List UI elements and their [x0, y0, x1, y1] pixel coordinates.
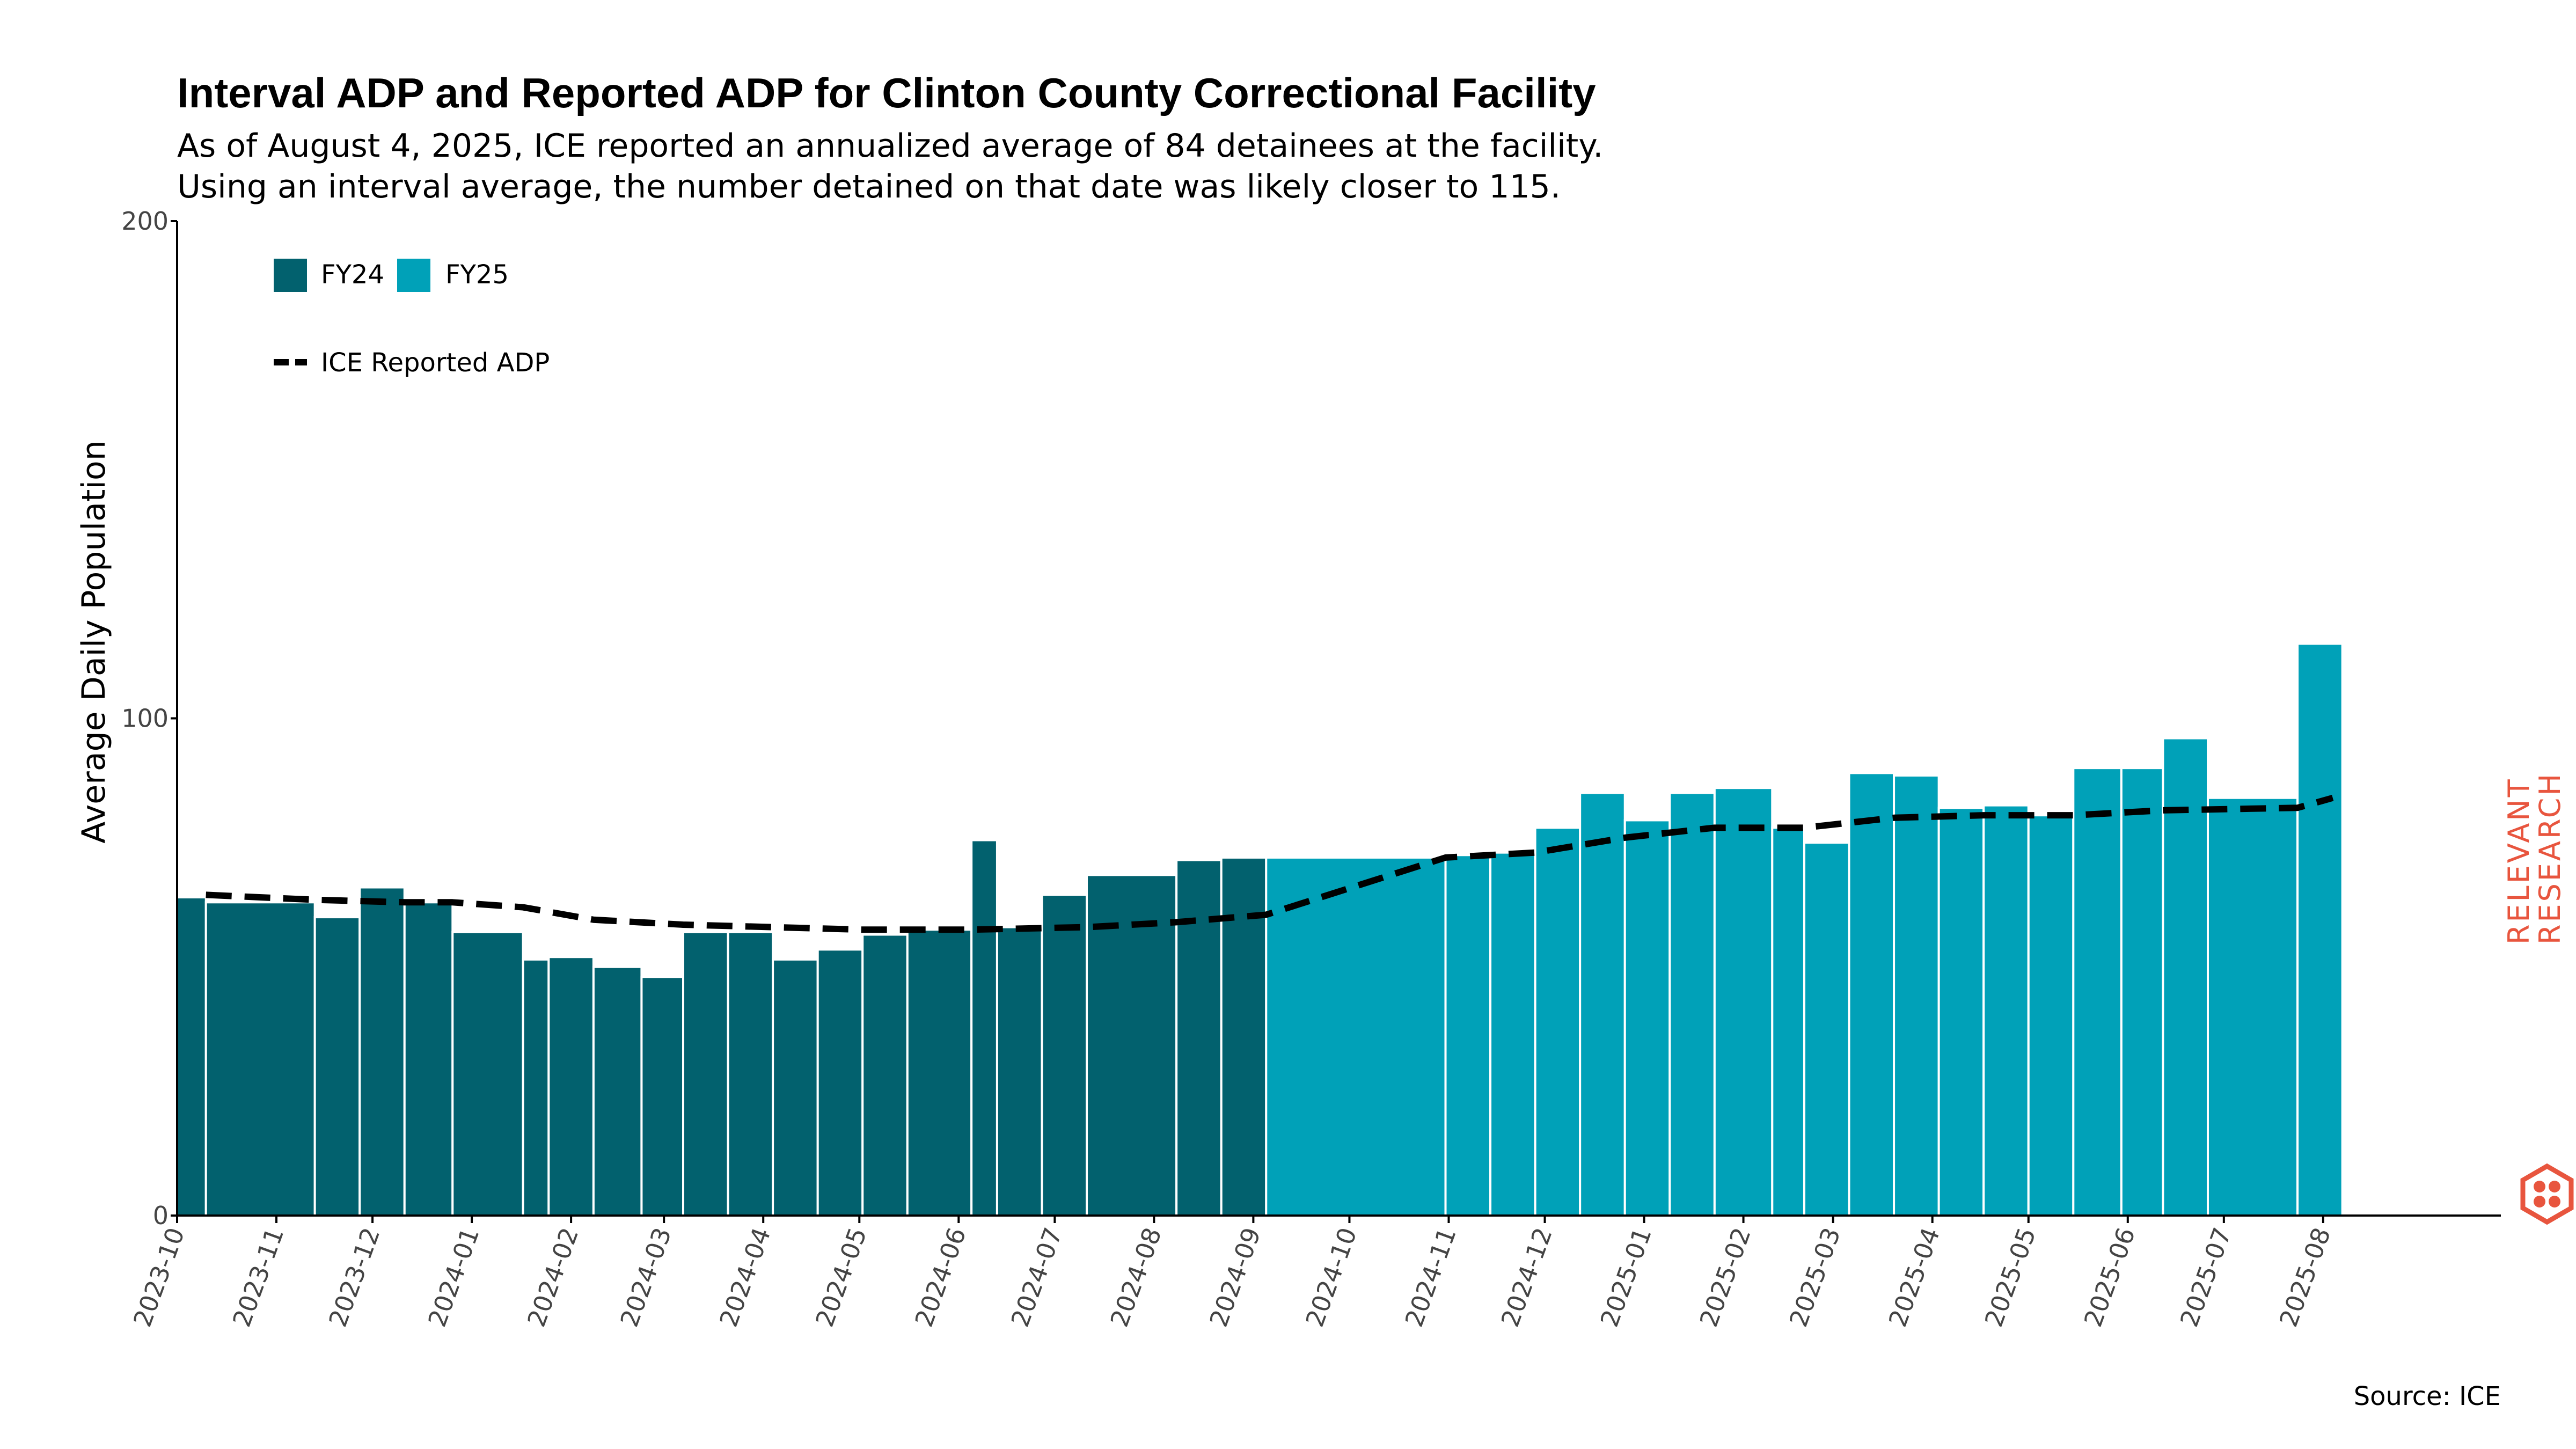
bar-fy24-17	[996, 926, 1043, 1217]
bar-fy24-4	[403, 901, 454, 1217]
bar-fy24-18	[1041, 894, 1088, 1217]
bar-fy25-31	[1803, 841, 1850, 1217]
bar-fy24-0	[176, 896, 207, 1217]
bar-fy24-13	[816, 948, 864, 1217]
bar-fy24-6	[522, 958, 550, 1217]
bar-fy24-1	[204, 901, 316, 1217]
hexagon-dots-icon	[2520, 1163, 2574, 1225]
bar-fy24-11	[727, 931, 774, 1217]
brand-line-1: RELEVANT	[2502, 777, 2536, 945]
bar-fy24-19	[1086, 874, 1178, 1217]
bar-fy24-21	[1220, 856, 1268, 1217]
chart-subtitle-line-1: As of August 4, 2025, ICE reported an an…	[177, 127, 1603, 165]
bar-fy25-39	[2162, 737, 2209, 1217]
bar-fy24-9	[640, 976, 685, 1217]
y-tick-label-200: 200	[121, 207, 169, 236]
bar-fy24-5	[451, 931, 524, 1217]
legend: FY24 FY25 ICE Reported ADP	[274, 259, 550, 378]
bar-fy25-32	[1848, 772, 1896, 1217]
y-axis-label: Average Daily Population	[75, 440, 113, 844]
bar-fy24-14	[861, 933, 909, 1217]
bar-fy24-16	[970, 839, 998, 1217]
bar-fy24-15	[906, 928, 973, 1217]
bars-group	[176, 642, 2344, 1217]
bar-fy25-35	[1982, 804, 2030, 1217]
bar-fy25-41	[2296, 642, 2344, 1217]
bar-fy24-10	[682, 931, 729, 1217]
bar-fy25-40	[2206, 796, 2299, 1217]
bar-fy25-33	[1893, 774, 1940, 1217]
bar-fy25-29	[1713, 787, 1774, 1217]
bar-fy25-34	[1937, 807, 1985, 1217]
chart-subtitle-line-2: Using an interval average, the number de…	[177, 168, 1561, 206]
bar-fy25-25	[1534, 826, 1582, 1217]
bar-fy25-28	[1668, 792, 1716, 1217]
y-tick-label-0: 0	[153, 1201, 169, 1230]
bar-fy25-37	[2072, 767, 2123, 1217]
reported-adp-line	[206, 794, 2334, 933]
bar-fy25-38	[2120, 767, 2164, 1217]
brand-line-2: RESEARCH	[2533, 772, 2567, 945]
bar-fy24-2	[313, 916, 361, 1217]
bar-fy25-27	[1623, 819, 1671, 1217]
bar-fy24-12	[772, 958, 819, 1217]
bar-fy24-7	[547, 956, 595, 1217]
legend-label-reported-adp: ICE Reported ADP	[321, 348, 550, 378]
reported-adp-layer	[206, 794, 2334, 933]
y-tick-label-100: 100	[121, 704, 169, 733]
legend-label-fy24: FY24	[321, 260, 384, 290]
bar-fy25-26	[1579, 792, 1626, 1217]
bar-fy25-36	[2027, 814, 2075, 1217]
bar-fy24-3	[358, 886, 406, 1217]
brand-watermark: RELEVANT RESEARCH	[2502, 772, 2567, 945]
legend-swatch-fy25	[397, 259, 430, 292]
bar-fy25-23	[1444, 854, 1492, 1217]
bar-fy25-22	[1265, 856, 1447, 1217]
legend-swatch-fy24	[274, 259, 307, 292]
chart-title: Interval ADP and Reported ADP for Clinto…	[177, 69, 1596, 116]
bar-fy25-24	[1489, 851, 1536, 1217]
y-ticks-group: 0 100 200	[121, 207, 177, 1230]
source-note: Source: ICE	[2354, 1381, 2501, 1411]
legend-label-fy25: FY25	[445, 260, 509, 290]
bar-fy24-20	[1175, 859, 1223, 1217]
bar-fy24-8	[592, 965, 643, 1217]
bar-fy25-30	[1771, 826, 1805, 1217]
